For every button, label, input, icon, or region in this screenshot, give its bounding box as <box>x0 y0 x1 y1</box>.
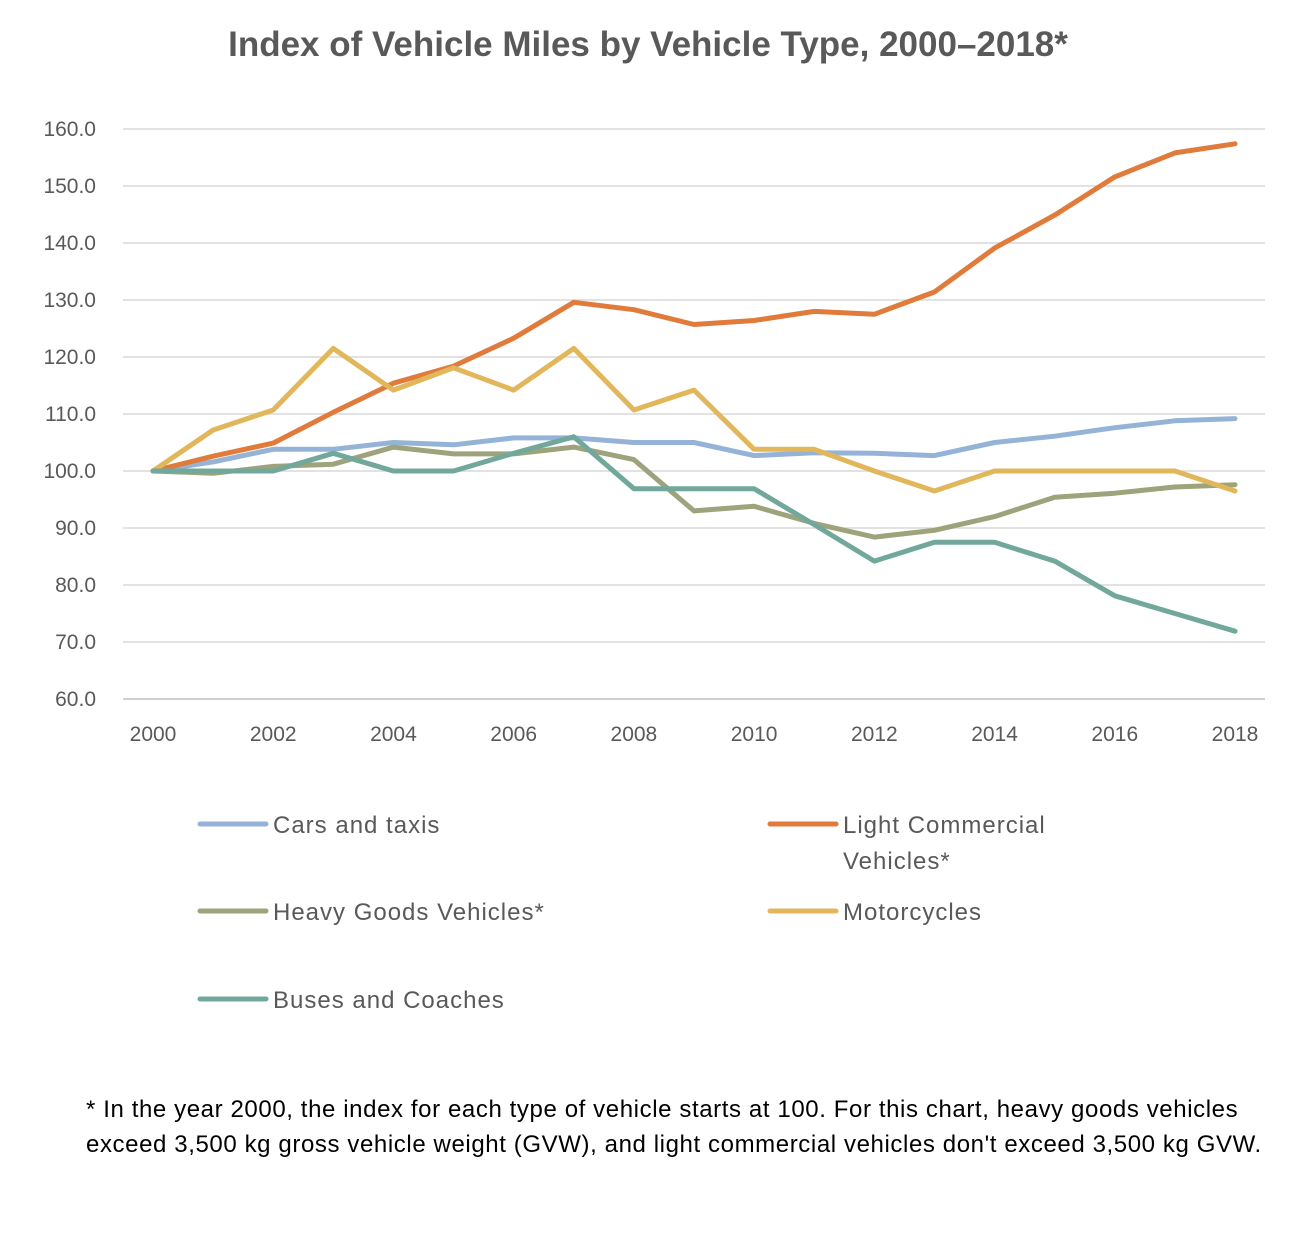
x-tick-label: 2008 <box>611 723 658 746</box>
x-tick-label: 2016 <box>1091 723 1138 746</box>
y-tick-label: 100.0 <box>43 460 96 483</box>
legend-label: Motorcycles <box>843 899 982 926</box>
x-tick-label: 2006 <box>490 723 537 746</box>
footnote: * In the year 2000, the index for each t… <box>86 1096 1262 1158</box>
x-tick-label: 2004 <box>370 723 417 746</box>
legend-label: Heavy Goods Vehicles* <box>273 899 545 926</box>
x-tick-label: 2010 <box>731 723 778 746</box>
series-line <box>150 416 1238 474</box>
legend-label: Cars and taxis <box>273 812 440 839</box>
x-tick-label: 2012 <box>851 723 898 746</box>
y-tick-label: 110.0 <box>45 403 96 426</box>
x-tick-label: 2014 <box>971 723 1018 746</box>
legend-label: Buses and Coaches <box>273 987 505 1014</box>
series-line <box>150 444 1238 540</box>
x-tick-label: 2002 <box>250 723 297 746</box>
series-line <box>150 434 1238 634</box>
y-tick-label: 140.0 <box>43 232 96 255</box>
y-tick-label: 130.0 <box>43 289 96 312</box>
line-chart: Index of Vehicle Miles by Vehicle Type, … <box>43 25 1265 1014</box>
legend-label: Light Commercial Vehicles* <box>843 812 1046 875</box>
series-line <box>150 345 1238 494</box>
chart-title: Index of Vehicle Miles by Vehicle Type, … <box>228 25 1068 64</box>
x-tick-label: 2000 <box>130 723 177 746</box>
x-tick-label: 2018 <box>1212 723 1259 746</box>
series-line <box>150 141 1238 474</box>
y-tick-label: 80.0 <box>55 574 96 597</box>
y-tick-label: 120.0 <box>43 346 96 369</box>
y-tick-label: 160.0 <box>43 118 96 141</box>
y-tick-label: 70.0 <box>55 631 96 654</box>
y-tick-label: 60.0 <box>55 688 96 711</box>
y-tick-label: 150.0 <box>43 175 96 198</box>
y-tick-label: 90.0 <box>55 517 96 540</box>
